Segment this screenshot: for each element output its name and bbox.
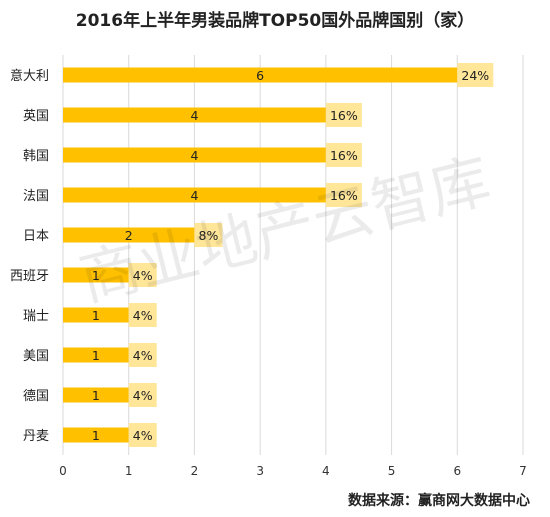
x-tick-label: 5	[388, 464, 396, 478]
x-tick-label: 7	[519, 464, 527, 478]
percent-label: 4%	[133, 268, 153, 283]
category-label: 法国	[23, 189, 49, 204]
category-label: 西班牙	[10, 269, 49, 284]
percent-label: 4%	[133, 428, 153, 443]
category-label: 德国	[23, 389, 49, 404]
percent-label-bg	[128, 343, 157, 367]
category-label: 英国	[23, 109, 49, 124]
percent-label-bg	[128, 383, 157, 407]
bar	[63, 347, 129, 363]
value-label: 1	[92, 268, 100, 283]
value-label: 1	[92, 348, 100, 363]
bar	[63, 187, 326, 203]
value-label: 6	[256, 68, 264, 83]
percent-label: 4%	[133, 388, 153, 403]
bar	[63, 307, 129, 323]
value-label: 4	[190, 148, 198, 163]
category-label: 瑞士	[23, 309, 49, 324]
percent-label-bg	[194, 223, 223, 247]
x-axis-ticks: 0 1 2 3 4 5 6 7	[59, 464, 527, 478]
bars	[63, 67, 458, 443]
percent-label-bg	[325, 183, 362, 207]
x-tick-label: 4	[322, 464, 330, 478]
percent-label: 16%	[330, 108, 358, 123]
category-label: 意大利	[10, 68, 49, 84]
percent-label: 16%	[330, 148, 358, 163]
category-label: 韩国	[23, 149, 49, 164]
x-tick-label: 0	[59, 464, 67, 478]
chart-title: 2016年上半年男装品牌TOP50国外品牌国别（家）	[76, 10, 474, 31]
value-label: 4	[190, 188, 198, 203]
value-label: 2	[125, 228, 133, 243]
data-labels: 6 24% 4 16% 4 16% 4 16% 2 8% 1 4% 1 4% 1 4% 1 4% 1 4%	[92, 63, 494, 447]
category-label: 日本	[23, 229, 49, 244]
x-tick-label: 2	[191, 464, 199, 478]
value-label: 4	[190, 108, 198, 123]
bar	[63, 267, 129, 283]
bar	[63, 387, 129, 403]
x-tick-label: 3	[256, 464, 264, 478]
bar	[63, 67, 458, 83]
percent-label-bg	[325, 143, 362, 167]
category-label: 丹麦	[23, 429, 49, 444]
percent-label-bg	[128, 263, 157, 287]
x-tick-label: 1	[125, 464, 133, 478]
bar	[63, 427, 129, 443]
percent-label: 16%	[330, 188, 358, 203]
bar	[63, 227, 195, 243]
bar	[63, 147, 326, 163]
percent-label-bg	[128, 303, 157, 327]
source-note: 数据来源：赢商网大数据中心	[348, 492, 530, 509]
bar	[63, 107, 326, 123]
percent-label: 4%	[133, 308, 153, 323]
value-label: 1	[92, 428, 100, 443]
percent-label-bg	[325, 103, 362, 127]
category-label: 美国	[23, 349, 49, 364]
percent-label: 8%	[199, 228, 219, 243]
percent-label: 4%	[133, 348, 153, 363]
x-tick-label: 6	[453, 464, 461, 478]
watermark: 商业地产云智库	[73, 146, 497, 316]
percent-label-bg	[128, 423, 157, 447]
value-label: 1	[92, 308, 100, 323]
percent-label-bg	[457, 63, 494, 87]
value-label: 1	[92, 388, 100, 403]
percent-label: 24%	[461, 68, 489, 83]
